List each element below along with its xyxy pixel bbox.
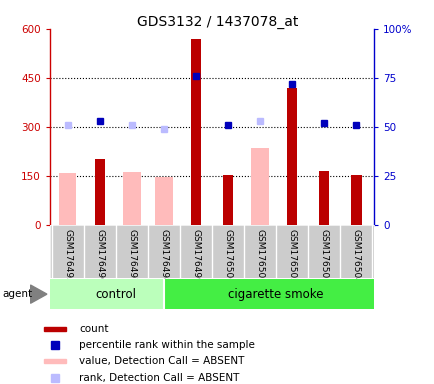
Text: GSM176503: GSM176503	[319, 229, 328, 284]
Text: GDS3132 / 1437078_at: GDS3132 / 1437078_at	[137, 15, 297, 29]
Text: GSM176498: GSM176498	[159, 229, 168, 284]
Text: GSM176501: GSM176501	[255, 229, 264, 284]
Polygon shape	[30, 285, 47, 303]
Bar	[319, 171, 329, 225]
Text: GSM176504: GSM176504	[351, 229, 360, 284]
Bar	[123, 172, 140, 225]
Text: cigarette smoke: cigarette smoke	[228, 288, 323, 301]
Bar	[251, 148, 268, 225]
Bar	[191, 38, 201, 225]
Text: GSM176500: GSM176500	[223, 229, 232, 284]
Bar	[59, 173, 76, 225]
Text: GSM176495: GSM176495	[63, 229, 72, 284]
FancyBboxPatch shape	[44, 327, 66, 331]
Text: agent: agent	[2, 289, 32, 299]
Text: GSM176497: GSM176497	[127, 229, 136, 284]
Bar	[223, 175, 233, 225]
Text: value, Detection Call = ABSENT: value, Detection Call = ABSENT	[79, 356, 244, 366]
Text: GSM176502: GSM176502	[287, 229, 296, 284]
Bar	[95, 159, 105, 225]
Text: GSM176499: GSM176499	[191, 229, 200, 284]
Bar	[351, 175, 361, 225]
Text: percentile rank within the sample: percentile rank within the sample	[79, 340, 254, 350]
Text: control: control	[95, 288, 136, 301]
Bar	[50, 279, 164, 309]
FancyBboxPatch shape	[44, 359, 66, 363]
Bar	[286, 88, 297, 225]
Bar	[164, 279, 373, 309]
Bar	[155, 177, 172, 225]
Text: rank, Detection Call = ABSENT: rank, Detection Call = ABSENT	[79, 372, 239, 382]
Text: count: count	[79, 324, 108, 334]
Text: GSM176496: GSM176496	[95, 229, 104, 284]
